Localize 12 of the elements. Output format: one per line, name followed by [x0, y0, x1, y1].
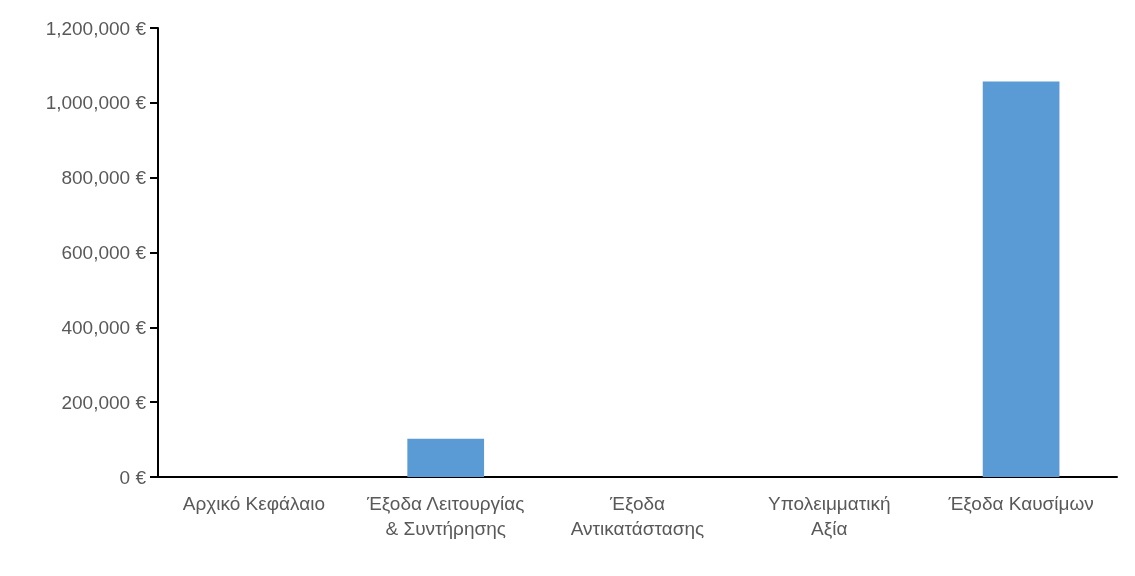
y-tick-label: 0 €: [119, 466, 147, 488]
x-tick-label: Έξοδα Αντικατάστασης: [570, 493, 705, 539]
x-tick-label: Αρχικό Κεφάλαιο: [182, 493, 326, 514]
x-tick-label: Έξοδα Καυσίμων: [947, 493, 1094, 514]
x-tick-label: Έξοδα Λειτουργίας & Συντήρησης: [365, 493, 525, 539]
y-tick-label: 1,200,000 €: [45, 17, 147, 39]
x-tick-label: Υπολειμματική Αξία: [768, 493, 891, 539]
y-tick-label: 1,000,000 €: [45, 92, 147, 114]
y-tick-label: 400,000 €: [61, 316, 147, 338]
y-tick-label: 200,000 €: [61, 391, 147, 413]
y-tick-label: 600,000 €: [61, 242, 147, 263]
y-tick-label: 800,000 €: [61, 167, 147, 189]
